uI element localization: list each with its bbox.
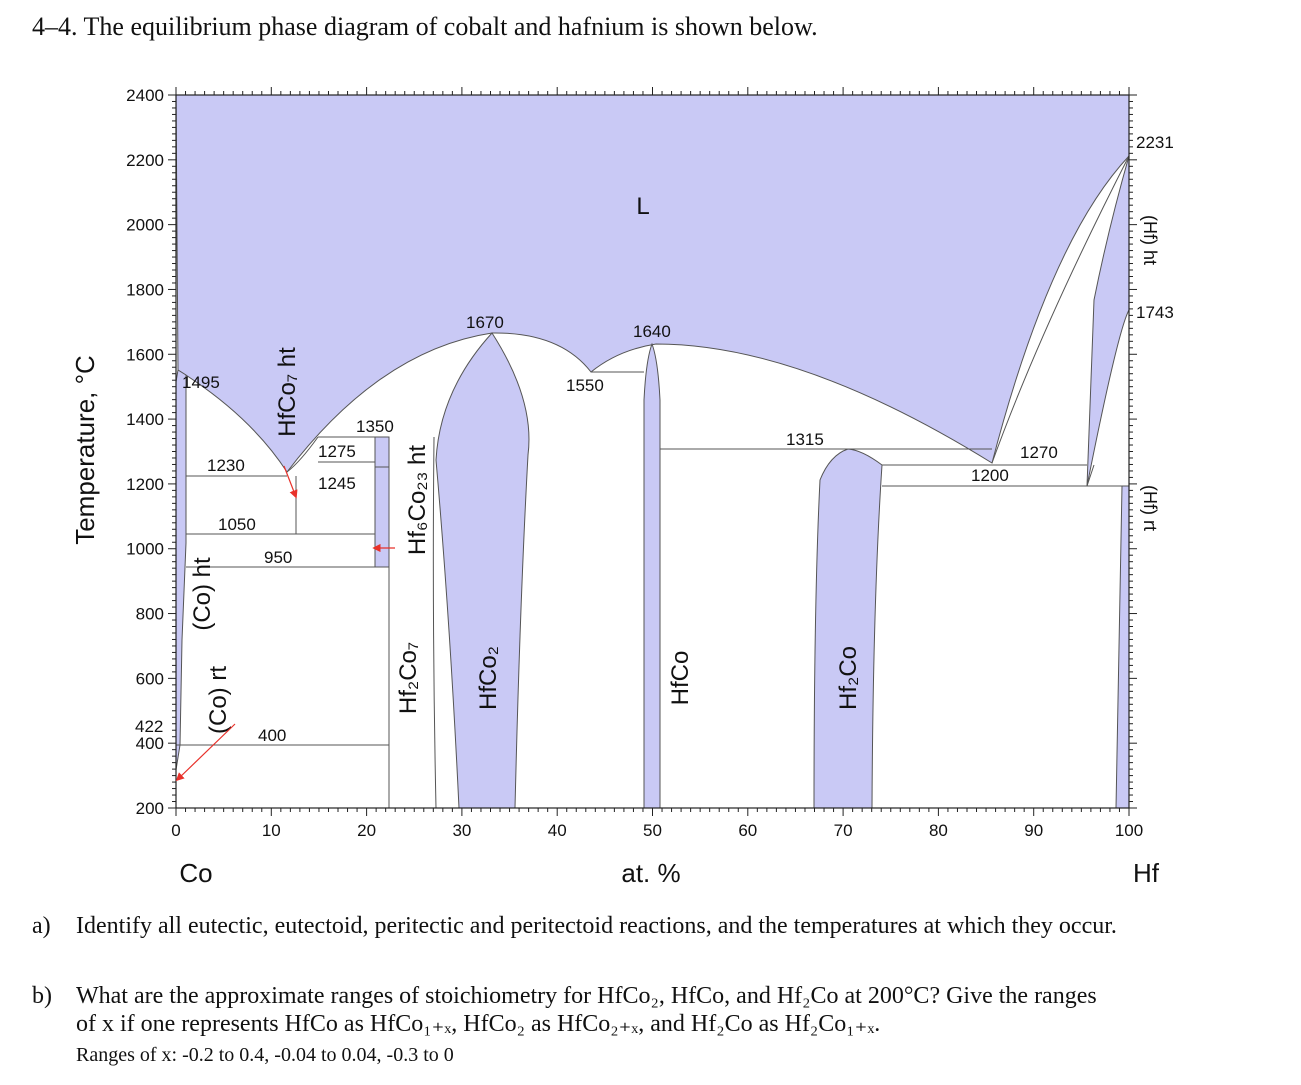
temp-1495: 1495 [182,373,220,392]
question-a-text: Identify all eutectic, eutectoid, perite… [76,913,1117,939]
x-tick-label: 30 [452,821,471,840]
x-tick-label: 100 [1115,821,1143,840]
temp-1315: 1315 [786,430,824,449]
y-tick-label: 800 [136,605,164,624]
x-axis-title: at. % [621,858,680,888]
hf2co-label: Hf₂Co [835,646,862,710]
temp-1050: 1050 [218,515,256,534]
hfco7-ht-label: HfCo₇ ht [274,347,301,437]
hfco2-label: HfCo₂ [475,646,502,710]
temp-1670: 1670 [466,313,504,332]
hfco-region [643,342,661,809]
x-tick-label: 60 [738,821,757,840]
temp-1230: 1230 [207,456,245,475]
y-tick-label: 2000 [126,216,164,235]
hf-ht-label: (Hf) ht [1140,215,1160,265]
annotation-arrow-422 [175,723,236,782]
liquid-label: L [636,193,649,220]
co-ht-label: (Co) ht [189,557,216,631]
x-left-element-label: Co [179,858,212,888]
y-tick-labels: 200 400 600 800 1000 1200 1400 1600 1800 2000 2200… [126,86,164,818]
y-tick-label: 200 [136,799,164,818]
x-tick-label: 90 [1024,821,1043,840]
question-a: a) Identify all eutectic, eutectoid, peri… [32,912,1117,940]
x-tick-label: 50 [643,821,662,840]
temp-1200: 1200 [971,466,1009,485]
phase-diagram: 2004006008001000120014001600180020002200… [70,86,1174,888]
y-tick-label: 1200 [126,475,164,494]
x-axis-ticks [175,87,1130,816]
hf-ht-region [1086,155,1130,487]
y-tick-label: 1600 [126,345,164,364]
temp-1743: 1743 [1136,303,1174,322]
y-tick-label: 2400 [126,86,164,105]
problem-heading: 4–4. The equilibrium phase diagram of co… [32,12,818,41]
temp-400: 400 [258,726,286,745]
hf2co7-label: Hf₂Co₇ [395,642,422,714]
temp-1550: 1550 [566,376,604,395]
hfco-label: HfCo [667,651,694,706]
x-tick-label: 80 [929,821,948,840]
co-rt-label: (Co) rt [205,666,232,734]
temp-1640: 1640 [633,322,671,341]
question-b-label: b) [32,983,52,1009]
question-b-text-2: of x if one represents HfCo as HfCo₁₊ₓ, … [76,1011,881,1037]
y-tick-label: 2200 [126,151,164,170]
x-tick-label: 70 [834,821,853,840]
liquid-region [175,94,1130,473]
temp-422: 422 [135,717,163,736]
y-tick-label: 1400 [126,410,164,429]
x-tick-label: 20 [357,821,376,840]
hfco2-region [435,332,530,809]
hf6co23-ht-label: Hf₆Co₂₃ ht [404,445,431,555]
y-tick-label: 400 [136,734,164,753]
temp-1245: 1245 [318,474,356,493]
x-tick-label: 10 [262,821,281,840]
annotation-arrow-hfco7 [283,465,298,499]
hf-rt-label: (Hf) rt [1140,485,1160,531]
co-ht-region [175,369,187,771]
temp-2231: 2231 [1136,133,1174,152]
x-tick-label: 40 [548,821,567,840]
question-b-text-1: What are the approximate ranges of stoic… [76,983,1097,1009]
hf2co-region [813,448,883,809]
y-tick-label: 1000 [126,540,164,559]
y-tick-label: 1800 [126,280,164,299]
x-right-element-label: Hf [1133,858,1160,888]
x-tick-label: 0 [171,821,180,840]
hf-rt-region [1115,485,1130,809]
temp-1350: 1350 [356,417,394,436]
question-b: b) What are the approximate ranges of sto… [32,982,1282,1038]
question-a-label: a) [32,913,51,939]
temp-1270: 1270 [1020,443,1058,462]
y-axis-title: Temperature, °C [70,355,100,545]
temp-950: 950 [264,548,292,567]
x-tick-labels: 0 10 20 30 40 50 60 70 80 90 100 [171,821,1143,840]
answer-line: Ranges of x: -0.2 to 0.4, -0.04 to 0.04,… [76,1044,454,1066]
y-axis-ticks [168,94,1137,809]
temp-1275: 1275 [318,442,356,461]
y-tick-label: 600 [136,669,164,688]
